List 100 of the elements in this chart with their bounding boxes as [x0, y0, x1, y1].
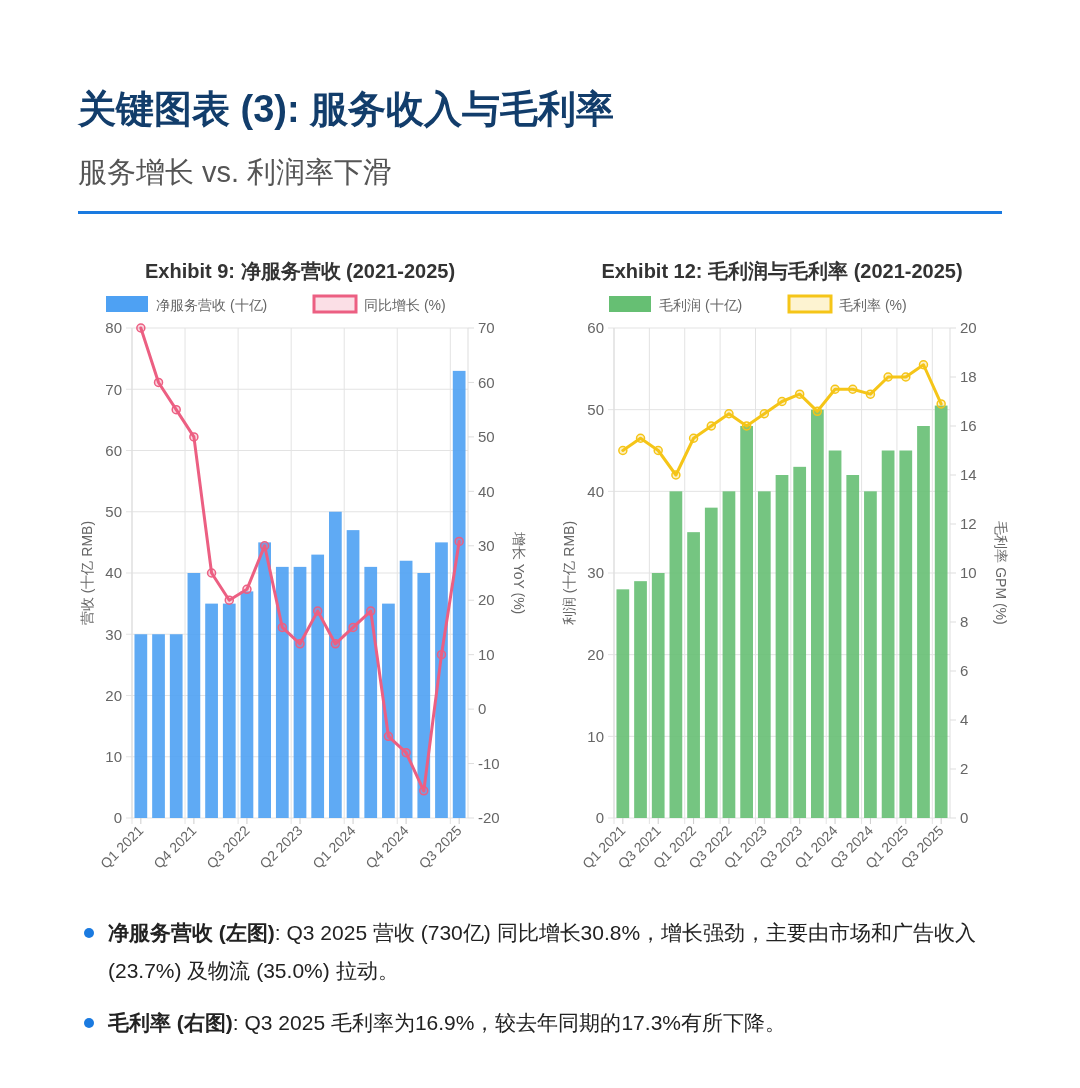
point	[171, 404, 181, 415]
point	[883, 372, 893, 382]
bar	[846, 475, 860, 818]
point	[330, 639, 341, 649]
y2-axis-title: 毛利率 GPM (%)	[993, 521, 1009, 625]
y-tick-label: 60	[105, 441, 122, 459]
bar	[417, 573, 431, 818]
bar	[811, 409, 824, 818]
point	[724, 409, 734, 419]
point	[618, 445, 628, 456]
bar	[452, 370, 466, 818]
text: 毛利率 (右图): Q3 2025 毛利率为16.9%，较去年同期的17.3%有所下降。	[108, 1010, 786, 1036]
bar	[399, 560, 413, 818]
point	[671, 470, 681, 480]
bar	[435, 542, 448, 818]
bar	[187, 573, 201, 818]
bar	[169, 634, 183, 818]
point	[759, 409, 770, 419]
bar	[775, 475, 789, 818]
text: 净服务营收 (左图): Q3 2025 营收 (730亿) 同比增长30.8%，增长强劲，主要由市场和广告收入 (23.7%) 及物流 (35.0%) 拉动。	[108, 920, 978, 984]
point	[312, 606, 323, 616]
y-tick-label: 30	[105, 625, 122, 643]
bar	[687, 532, 700, 818]
text: 关键图表 (3): 服务收入与毛利率	[78, 87, 616, 132]
y2-tick-label: 40	[478, 482, 495, 500]
bar	[722, 491, 736, 818]
y2-tick-label: 16	[960, 417, 977, 435]
bar	[222, 603, 236, 818]
bar	[881, 450, 895, 818]
bar	[934, 405, 948, 818]
bar	[293, 566, 307, 818]
y2-tick-label: 20	[960, 319, 977, 337]
point	[365, 606, 376, 616]
point	[830, 384, 840, 394]
point	[777, 396, 787, 407]
point	[936, 399, 946, 409]
y2-tick-label: -10	[478, 754, 500, 772]
y2-tick-label: 30	[478, 537, 495, 555]
bar	[329, 511, 342, 818]
y-tick-label: 10	[105, 748, 122, 765]
text: 服务增长 vs. 利润率下滑	[78, 153, 1002, 214]
y2-tick-label: 70	[478, 319, 495, 337]
legend-label: 毛利率 (%)	[839, 297, 907, 313]
bar	[757, 491, 771, 818]
bar	[740, 426, 753, 818]
y-tick-label: 70	[105, 380, 122, 398]
bar	[634, 581, 647, 818]
bar	[704, 507, 718, 818]
y-tick-label: 50	[587, 400, 604, 418]
bar	[258, 542, 271, 818]
point	[224, 595, 235, 605]
bar	[669, 491, 683, 818]
bar	[899, 450, 913, 818]
point	[295, 639, 305, 649]
point	[847, 384, 858, 394]
point	[401, 747, 411, 758]
legend-label: 毛利润 (十亿)	[659, 297, 743, 313]
y-tick-label: 40	[587, 482, 604, 500]
y-tick-label: 0	[595, 809, 604, 827]
point	[189, 432, 199, 442]
point	[259, 541, 270, 551]
y2-tick-label: 0	[960, 809, 969, 827]
point	[635, 433, 646, 443]
legend-label: 同比增长 (%)	[364, 297, 446, 313]
bar	[346, 530, 360, 818]
bar	[917, 426, 930, 818]
bar	[205, 603, 218, 818]
y-tick-label: 80	[105, 319, 122, 337]
point	[706, 421, 717, 431]
point	[454, 536, 464, 547]
y2-tick-label: 14	[960, 466, 977, 484]
bar	[864, 491, 877, 818]
y2-tick-label: 6	[960, 662, 969, 680]
point	[812, 406, 823, 417]
point	[206, 568, 217, 578]
y2-axis-title: 增长 YoY (%)	[511, 530, 527, 615]
point	[242, 584, 252, 595]
point	[794, 389, 805, 399]
chart-title: Exhibit 9: 净服务营收 (2021-2025)	[143, 259, 457, 284]
bar	[364, 566, 378, 818]
point	[136, 323, 146, 333]
y-axis-title: 利润 (十亿 RMB)	[561, 520, 577, 626]
bar	[828, 450, 842, 818]
point	[419, 786, 429, 796]
y2-tick-label: 10	[960, 564, 977, 582]
point	[653, 445, 663, 456]
y2-tick-label: 2	[960, 760, 969, 778]
point	[383, 731, 394, 742]
point	[153, 377, 164, 388]
y-tick-label: 40	[105, 564, 122, 582]
point	[277, 622, 288, 633]
y2-tick-label: 12	[960, 515, 977, 533]
y2-tick-label: 8	[960, 613, 969, 631]
y-tick-label: 60	[587, 319, 604, 337]
y2-tick-label: 10	[478, 645, 495, 663]
bar	[793, 466, 807, 818]
point	[901, 372, 911, 382]
y2-tick-label: 20	[478, 591, 495, 609]
y-tick-label: 50	[105, 503, 122, 520]
y2-tick-label: 50	[478, 428, 495, 446]
